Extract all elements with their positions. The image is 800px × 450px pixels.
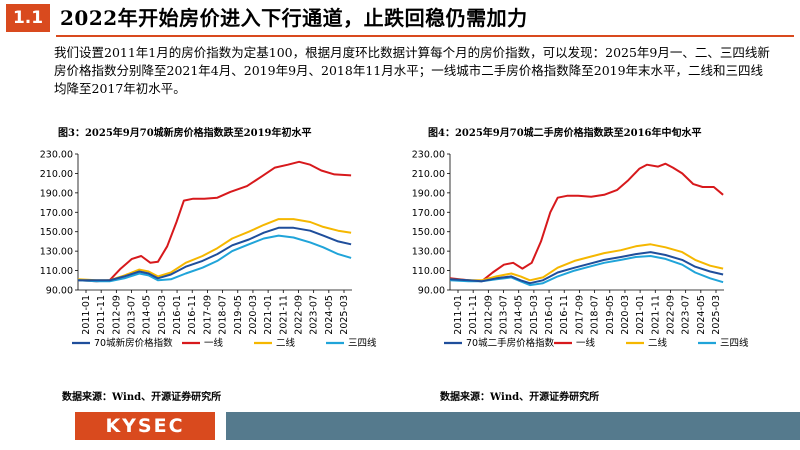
x-tick-label: 2021-01 <box>263 295 274 335</box>
x-tick-label: 2016-01 <box>172 295 183 335</box>
x-tick-label: 2025-03 <box>711 295 722 335</box>
x-tick-label: 2018-07 <box>218 295 229 335</box>
x-tick-label: 2015-03 <box>157 295 168 335</box>
legend-label: 70城二手房价格指数 <box>466 337 555 349</box>
chart-1-title: 图3：2025年9月70城新房价格指数跌至2019年初水平 <box>58 128 312 139</box>
legend-label: 70城新房价格指数 <box>94 337 173 349</box>
y-tick-label: 130.00 <box>40 247 73 258</box>
y-tick-label: 190.00 <box>412 188 445 199</box>
x-tick-label: 2011-01 <box>81 295 92 335</box>
slide-header: 1.1 2022年开始房价进入下行通道，止跌回稳仍需加力 <box>0 0 800 37</box>
legend-label: 二线 <box>648 337 668 349</box>
section-badge: 1.1 <box>6 4 50 32</box>
kysec-logo: KYSEC <box>75 412 215 440</box>
x-tick-label: 2023-07 <box>681 295 692 335</box>
legend-label: 三四线 <box>720 337 749 349</box>
y-tick-label: 130.00 <box>412 247 445 258</box>
x-tick-label: 2011-01 <box>453 295 464 335</box>
x-tick-label: 2016-01 <box>544 295 555 335</box>
x-tick-label: 2018-07 <box>590 295 601 335</box>
x-tick-label: 2011-11 <box>468 295 479 335</box>
intro-paragraph: 我们设置2011年1月的房价指数为定基100，根据月度环比数据计算每个月的房价指… <box>54 45 770 96</box>
x-tick-label: 2019-05 <box>605 295 616 335</box>
y-tick-label: 210.00 <box>40 169 73 180</box>
y-tick-label: 230.00 <box>40 150 73 161</box>
series-line-0 <box>78 226 352 282</box>
y-tick-label: 110.00 <box>412 266 445 277</box>
x-tick-label: 2011-11 <box>96 295 107 335</box>
x-tick-label: 2014-05 <box>142 295 153 335</box>
y-tick-label: 150.00 <box>40 227 73 238</box>
x-tick-label: 2015-03 <box>529 295 540 335</box>
series-line-0 <box>449 251 724 285</box>
legend-label: 二线 <box>276 337 296 349</box>
y-tick-label: 210.00 <box>412 169 445 180</box>
y-tick-label: 150.00 <box>412 227 445 238</box>
series-line-2 <box>449 243 724 282</box>
slide-title: 2022年开始房价进入下行通道，止跌回稳仍需加力 <box>60 6 528 30</box>
header-divider <box>56 35 794 37</box>
x-tick-label: 2021-01 <box>635 295 646 335</box>
y-tick-label: 190.00 <box>40 188 73 199</box>
y-tick-label: 110.00 <box>40 266 73 277</box>
series-line-1 <box>77 160 352 283</box>
y-tick-label: 170.00 <box>412 208 445 219</box>
x-tick-label: 2017-09 <box>202 295 213 335</box>
legend-label: 三四线 <box>348 337 377 349</box>
x-tick-label: 2016-11 <box>187 295 198 335</box>
chart-2-title: 图4：2025年9月70城二手房价格指数跌至2016年中旬水平 <box>428 128 702 139</box>
legend-label: 一线 <box>204 337 224 349</box>
x-tick-label: 2020-03 <box>620 295 631 335</box>
chart-2-second-hand-price: 90.00 110.00 130.00 150.00 170.00 190.00 210.0… <box>412 150 749 350</box>
x-tick-label: 2012-09 <box>111 295 122 335</box>
x-tick-label: 2012-09 <box>483 295 494 335</box>
series-line-2 <box>77 218 352 282</box>
footer-left-gap <box>0 412 75 440</box>
x-tick-label: 2021-11 <box>278 295 289 335</box>
footer-bar <box>226 412 800 440</box>
x-tick-label: 2013-07 <box>127 295 138 335</box>
x-tick-label: 2022-09 <box>665 295 676 335</box>
chart-1-new-home-price: 90.00 110.00 130.00 150.00 170.00 190.00 210.0… <box>40 150 377 350</box>
x-tick-label: 2022-09 <box>293 295 304 335</box>
series-line-1 <box>449 162 724 283</box>
y-tick-label: 90.00 <box>46 286 73 297</box>
chart-2-source: 数据来源：Wind、开源证券研究所 <box>440 392 600 403</box>
series-line-3 <box>77 234 352 283</box>
y-tick-label: 170.00 <box>40 208 73 219</box>
legend-label: 一线 <box>576 337 596 349</box>
x-tick-label: 2023-07 <box>309 295 320 335</box>
chart-1-source: 数据来源：Wind、开源证券研究所 <box>62 392 222 403</box>
x-tick-label: 2013-07 <box>499 295 510 335</box>
x-tick-label: 2019-05 <box>233 295 244 335</box>
x-tick-label: 2021-11 <box>650 295 661 335</box>
x-tick-label: 2025-03 <box>339 295 350 335</box>
x-tick-label: 2017-09 <box>574 295 585 335</box>
x-tick-label: 2020-03 <box>248 295 259 335</box>
y-tick-label: 90.00 <box>418 286 445 297</box>
x-tick-label: 2016-11 <box>559 295 570 335</box>
x-tick-label: 2014-05 <box>514 295 525 335</box>
y-tick-label: 230.00 <box>412 150 445 161</box>
x-tick-label: 2024-05 <box>696 295 707 335</box>
x-tick-label: 2024-05 <box>324 295 335 335</box>
